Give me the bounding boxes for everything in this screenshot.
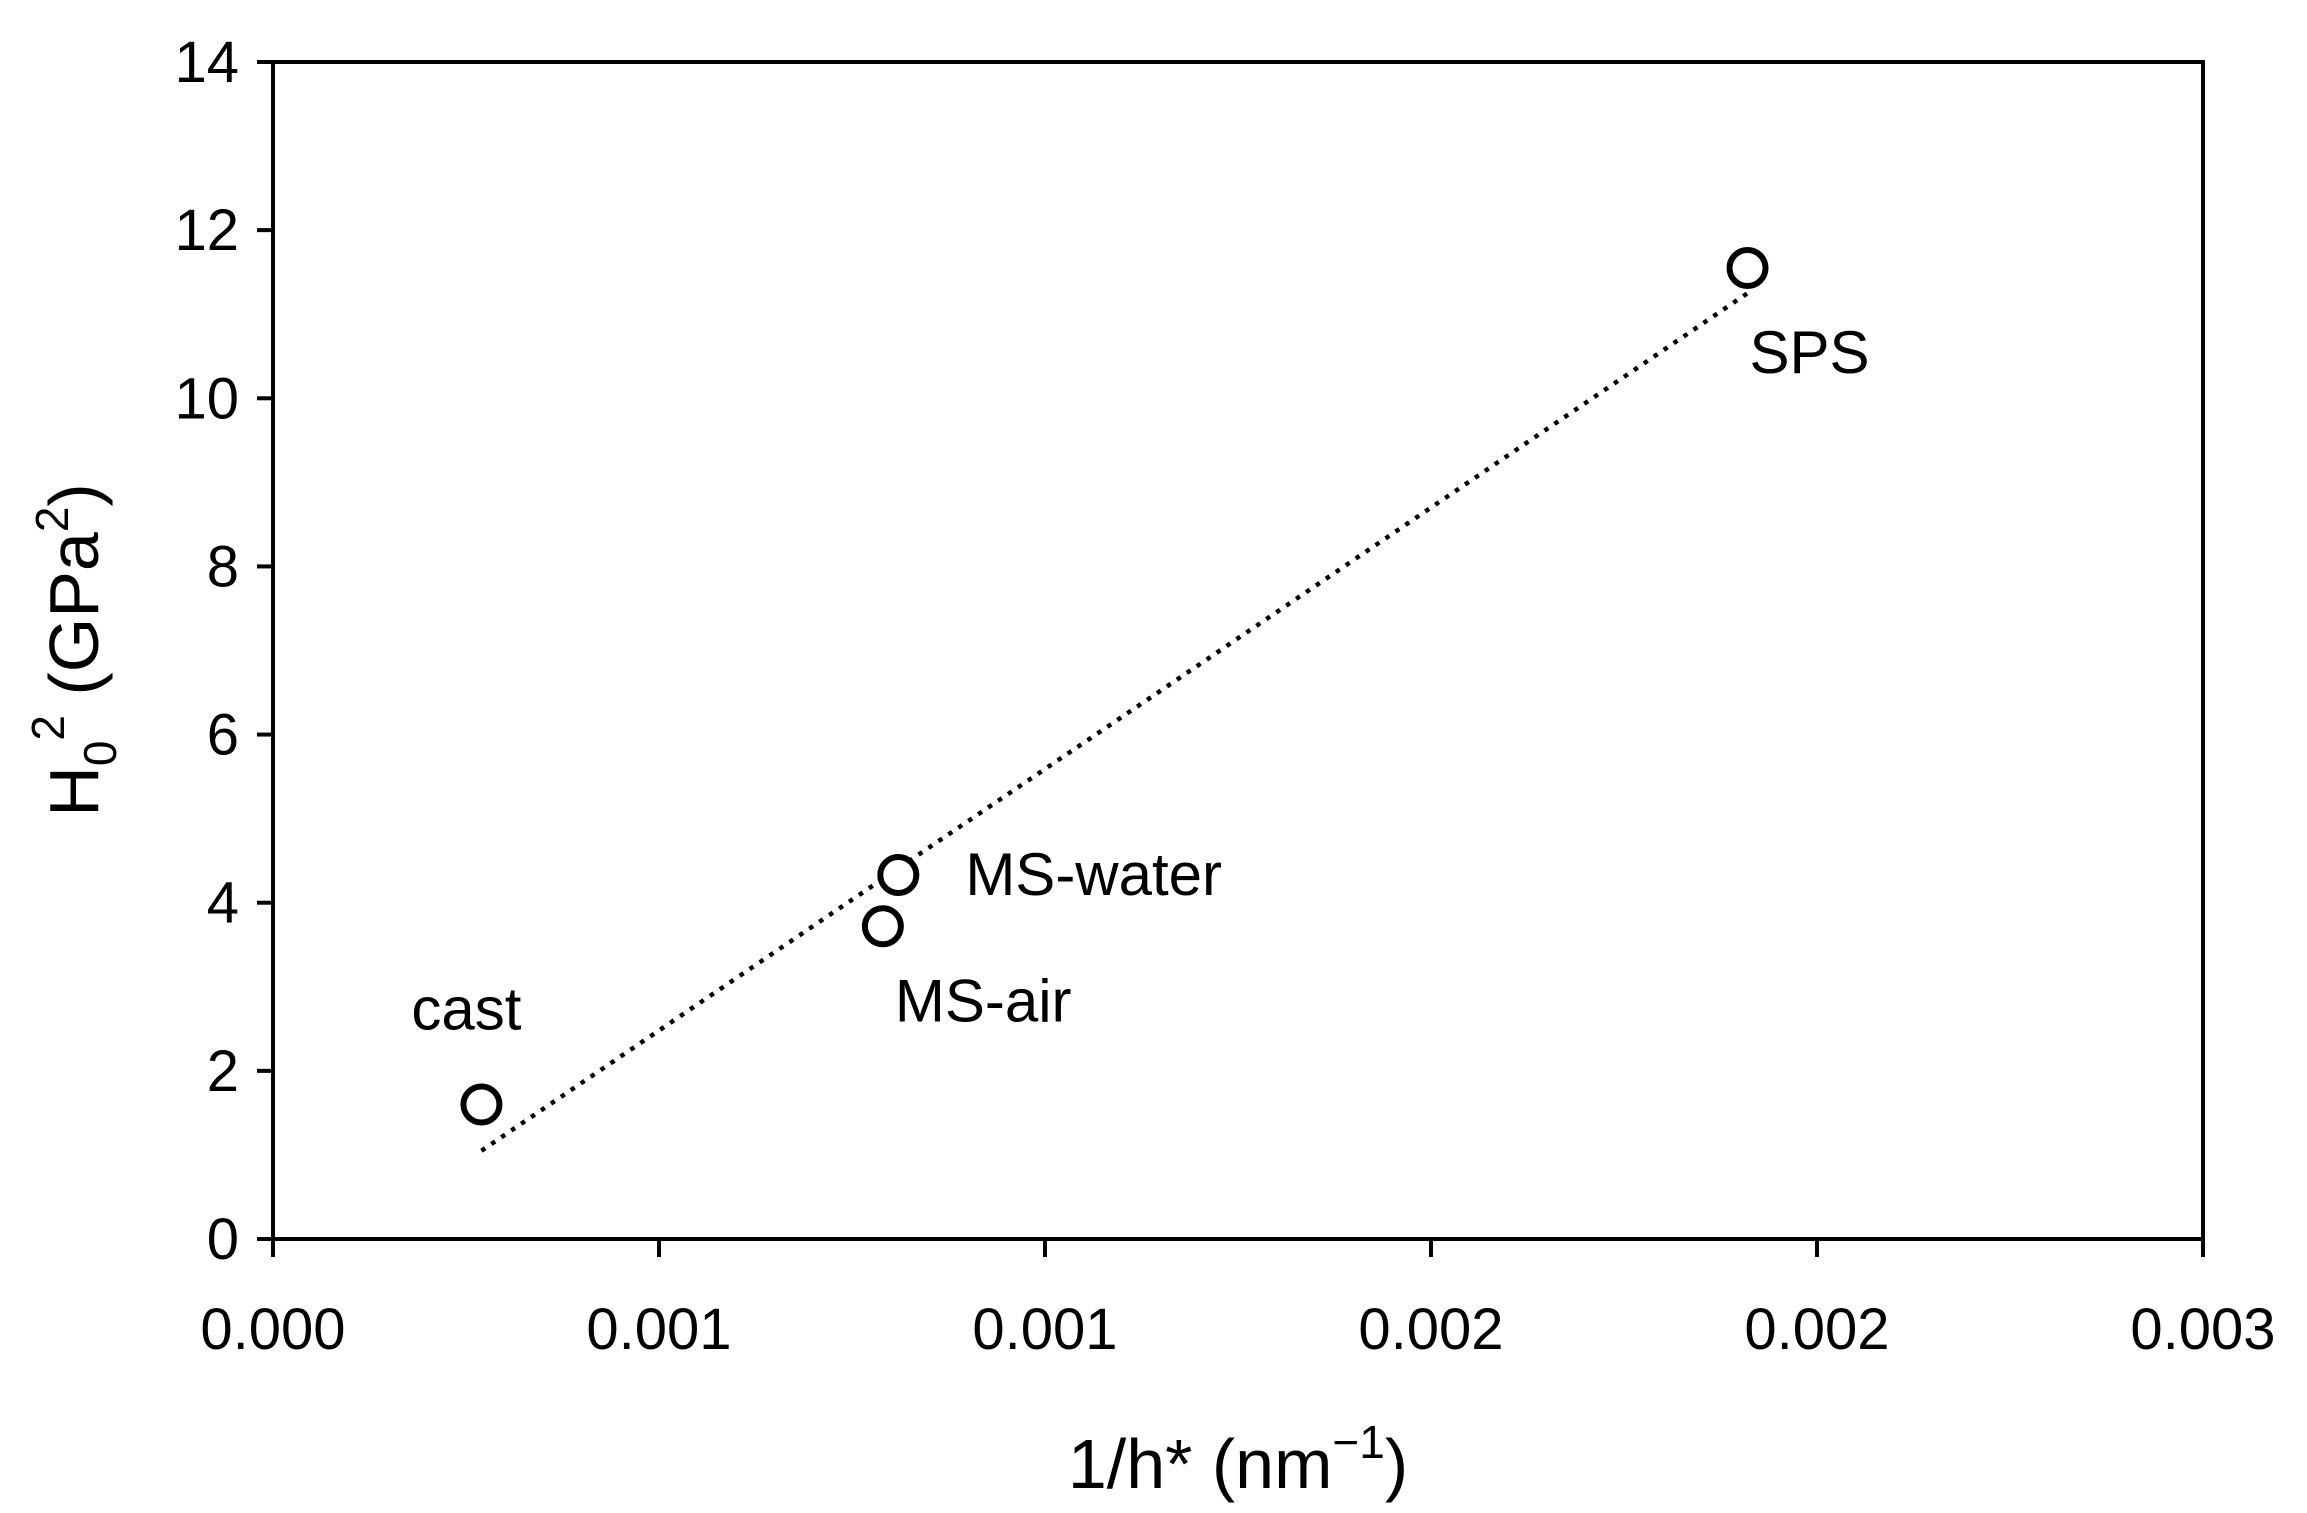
trendline: [480, 291, 1749, 1153]
y-tick-label: 14: [174, 30, 239, 95]
y-axis-title-unit-open: (GPa: [35, 532, 113, 715]
y-axis-title: H02 (GPa2): [22, 483, 126, 816]
x-axis-title-main: 1/h* (nm: [1068, 1425, 1333, 1503]
data-point-ms-water: [877, 853, 920, 896]
y-tick-label: 8: [207, 534, 239, 599]
x-axis-title-close: ): [1385, 1425, 1408, 1503]
y-tick-label: 4: [207, 871, 239, 936]
data-points: cast MS-air MS-water SPS: [411, 246, 1870, 1126]
y-axis-title-unit-sup: 2: [26, 507, 78, 533]
y-axis-ticks: 0 2 4 6 8 10 12 14: [174, 30, 273, 1272]
plot-area: [271, 60, 2205, 1241]
plot-frame: [271, 60, 2205, 1241]
y-tick-label: 6: [207, 703, 239, 768]
x-tick-label: 0.001: [972, 1297, 1117, 1362]
data-label-sps: SPS: [1750, 319, 1870, 386]
y-axis-title-sup: 2: [22, 715, 74, 741]
x-axis-title-sup: −1: [1332, 1416, 1384, 1468]
x-tick-label: 0.001: [586, 1297, 731, 1362]
y-tick-label: 2: [207, 1039, 239, 1104]
y-tick-label: 12: [174, 198, 239, 263]
x-axis-title: 1/h* (nm−1): [1068, 1416, 1408, 1503]
x-axis-ticks: 0.000 0.001 0.001 0.002 0.002 0.003: [200, 1239, 2276, 1362]
y-axis-title-base: H: [35, 766, 113, 817]
data-point-sps: [1726, 246, 1769, 289]
y-tick-label: 0: [207, 1207, 239, 1272]
data-label-ms-air: MS-air: [895, 967, 1072, 1034]
data-point-cast: [460, 1083, 503, 1126]
data-point-ms-air: [861, 905, 904, 948]
data-label-cast: cast: [411, 975, 521, 1042]
x-tick-label: 0.002: [1744, 1297, 1889, 1362]
x-tick-label: 0.003: [2130, 1297, 2275, 1362]
y-tick-label: 10: [174, 366, 239, 431]
data-label-ms-water: MS-water: [965, 841, 1222, 908]
trendline-group: [480, 291, 1749, 1153]
x-tick-label: 0.000: [200, 1297, 345, 1362]
y-axis-title-sub: 0: [74, 741, 126, 767]
x-tick-label: 0.002: [1358, 1297, 1503, 1362]
y-axis-title-unit-close: ): [35, 483, 113, 506]
